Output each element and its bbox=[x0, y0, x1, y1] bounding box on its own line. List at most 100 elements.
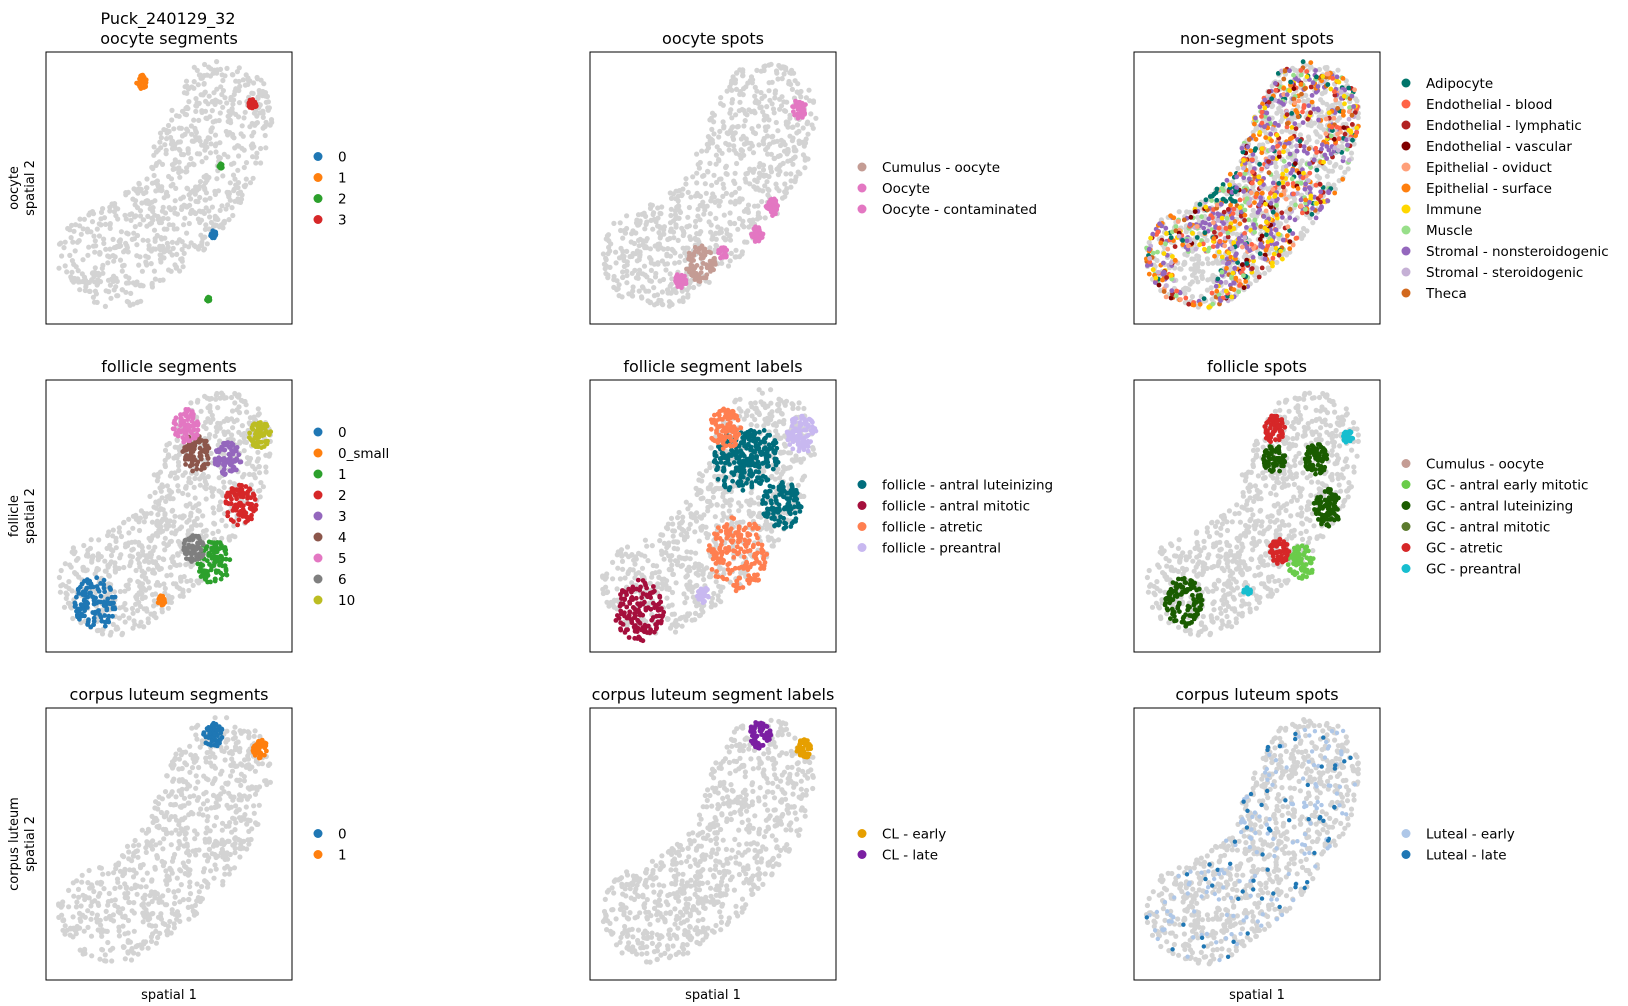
spot bbox=[1273, 81, 1278, 86]
background-spot bbox=[733, 198, 739, 204]
background-spot bbox=[191, 79, 197, 85]
background-spot bbox=[149, 592, 156, 598]
background-spot bbox=[813, 115, 819, 121]
background-spot bbox=[107, 632, 113, 638]
spot bbox=[1329, 124, 1335, 130]
background-spot bbox=[230, 72, 236, 78]
background-spot bbox=[230, 131, 236, 138]
background-spot bbox=[173, 185, 179, 191]
background-spot bbox=[113, 284, 119, 290]
spot bbox=[1203, 204, 1209, 210]
background-spot bbox=[766, 187, 772, 193]
spot bbox=[1242, 235, 1248, 241]
background-spot bbox=[692, 224, 699, 230]
background-spot bbox=[215, 405, 221, 411]
spot bbox=[1314, 201, 1319, 206]
legend-marker bbox=[1401, 183, 1411, 193]
spot bbox=[1290, 167, 1295, 173]
spot bbox=[1274, 203, 1279, 208]
background-spot bbox=[1339, 144, 1345, 150]
background-spot bbox=[1182, 260, 1188, 267]
background-spot bbox=[1187, 209, 1193, 215]
background-spot bbox=[183, 485, 189, 491]
background-spot bbox=[233, 86, 239, 92]
background-spot bbox=[229, 109, 235, 115]
background-spot bbox=[172, 160, 178, 166]
background-spot bbox=[748, 109, 754, 115]
spot bbox=[1150, 250, 1156, 256]
background-spot bbox=[149, 180, 155, 186]
background-spot bbox=[755, 210, 762, 216]
background-spot bbox=[261, 123, 268, 130]
spot bbox=[1184, 238, 1190, 244]
background-spot bbox=[81, 542, 87, 549]
background-spot bbox=[619, 294, 625, 300]
background-spot bbox=[774, 166, 780, 172]
background-spot bbox=[176, 159, 182, 165]
background-spot bbox=[67, 252, 73, 258]
spot bbox=[1325, 198, 1331, 204]
background-spot bbox=[777, 153, 783, 159]
background-spot bbox=[110, 278, 116, 284]
cluster-spot bbox=[213, 542, 219, 547]
background-spot bbox=[697, 193, 704, 199]
background-spot bbox=[185, 85, 191, 92]
background-spot bbox=[1176, 209, 1182, 215]
background-spot bbox=[240, 133, 246, 139]
background-spot bbox=[144, 554, 150, 560]
background-spot bbox=[184, 503, 190, 509]
background-spot bbox=[193, 108, 199, 114]
background-spot bbox=[141, 217, 147, 223]
background-spot bbox=[84, 226, 91, 232]
legend-marker bbox=[313, 194, 323, 203]
background-spot bbox=[723, 163, 730, 169]
spot bbox=[1229, 215, 1235, 221]
spot bbox=[1243, 279, 1249, 284]
background-spot bbox=[118, 229, 124, 235]
background-spot bbox=[130, 546, 136, 552]
background-spot bbox=[169, 239, 175, 245]
spot bbox=[1241, 285, 1247, 291]
background-spot bbox=[203, 533, 209, 539]
background-spot bbox=[798, 94, 804, 100]
spot bbox=[1253, 115, 1258, 121]
background-spot bbox=[184, 230, 190, 236]
background-spot bbox=[209, 204, 215, 210]
background-spot bbox=[225, 202, 231, 208]
background-spot bbox=[180, 264, 186, 270]
legend-marker bbox=[857, 204, 867, 214]
spot bbox=[1347, 105, 1352, 110]
background-spot bbox=[733, 247, 739, 253]
background-spot bbox=[665, 236, 671, 243]
spot bbox=[1287, 206, 1293, 212]
background-spot bbox=[199, 142, 205, 148]
background-spot bbox=[680, 232, 686, 239]
background-spot bbox=[227, 180, 233, 186]
background-spot bbox=[1314, 139, 1320, 145]
background-spot bbox=[191, 484, 197, 490]
spot bbox=[1275, 143, 1281, 149]
background-spot bbox=[100, 206, 106, 212]
background-spot bbox=[175, 483, 181, 489]
spot bbox=[1281, 102, 1286, 107]
background-spot bbox=[763, 172, 769, 178]
background-spot bbox=[153, 615, 159, 621]
background-spot bbox=[809, 122, 815, 128]
background-spot bbox=[708, 229, 714, 235]
background-spot bbox=[138, 298, 144, 304]
legend-label: Muscle bbox=[1426, 223, 1473, 239]
background-spot bbox=[651, 285, 657, 291]
background-spot bbox=[170, 554, 176, 560]
background-spot bbox=[716, 134, 722, 140]
background-spot bbox=[778, 137, 785, 143]
spot bbox=[1234, 174, 1240, 180]
background-spot bbox=[243, 182, 249, 188]
cluster-spot bbox=[770, 213, 775, 219]
background-spot bbox=[140, 237, 146, 243]
spot bbox=[1287, 68, 1292, 74]
background-spot bbox=[125, 582, 131, 588]
background-spot bbox=[713, 152, 720, 158]
panel-title: oocyte segments bbox=[100, 29, 238, 48]
spot bbox=[1206, 216, 1212, 222]
spot bbox=[1262, 97, 1268, 103]
